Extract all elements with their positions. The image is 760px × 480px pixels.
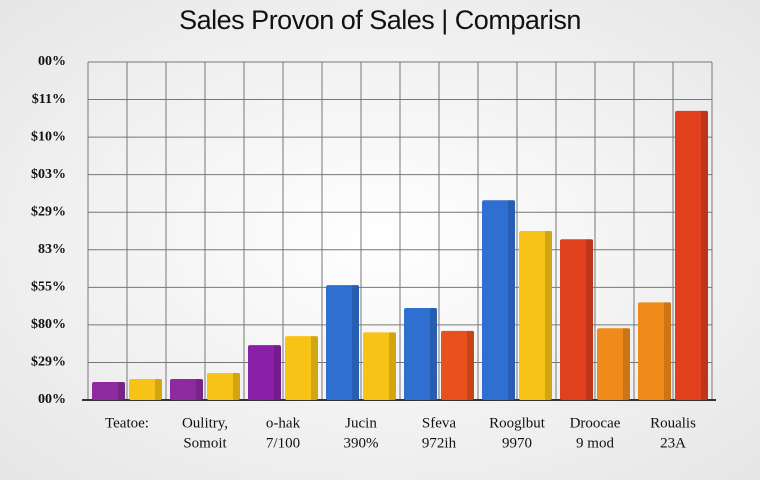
bar [129,378,162,400]
x-tick-sublabel: 972ih [422,435,457,451]
bar-shade [311,336,318,400]
bar-shade [155,378,162,400]
bar-shade [586,239,593,400]
bar-shade [664,302,671,400]
bar-shade [196,378,203,400]
bar-shade [274,345,281,400]
bar-shade [430,307,437,400]
bar [285,336,318,400]
x-tick-label: Rooglbut [489,415,546,431]
y-tick-label: $55% [31,280,66,295]
bar [597,328,630,400]
x-tick-label: Roualis [650,415,696,431]
bar [92,381,125,400]
chart-title: Sales Provon of Sales | Comparisn [179,5,581,35]
x-tick-label: Jucin [345,415,377,431]
bar [207,372,240,400]
bar [441,330,474,400]
bar-shade [118,381,125,400]
y-tick-label: 83% [38,242,66,257]
x-tick-sublabel: 23A [660,435,686,451]
bar-shade [389,332,396,400]
x-tick-sublabel: 9 mod [576,435,614,451]
bar-shade [701,110,708,401]
bar-shade [467,330,474,400]
y-tick-label: $29% [31,355,66,370]
bar-shade [623,328,630,400]
bar [326,285,359,400]
bar-shade [352,285,359,400]
x-tick-label: Sfeva [422,415,456,431]
bar [560,239,593,400]
x-tick-label: o-hak [266,415,301,431]
bar-shade [508,200,515,400]
bar [675,110,708,401]
bar [638,302,671,400]
bar [519,231,552,400]
y-tick-label: $11% [32,92,66,107]
x-tick-sublabel: Somoit [183,435,227,451]
x-tick-sublabel: 9970 [502,435,532,451]
x-tick-label: Oulitry, [182,415,228,431]
bar [482,200,515,400]
bar-shade [545,231,552,400]
bar [248,345,281,400]
y-tick-label: 00% [38,54,66,69]
y-tick-label: 00% [38,392,66,407]
x-tick-label: Teatoe: [105,415,149,431]
y-tick-label: $29% [31,204,66,219]
y-tick-label: $80% [31,317,66,332]
bar [170,378,203,400]
x-tick-sublabel: 7/100 [266,435,300,451]
bar-shade [233,372,240,400]
x-tick-label: Droocae [570,415,621,431]
y-tick-label: $03% [31,167,66,182]
bar [363,332,396,400]
bar [404,307,437,400]
y-tick-label: $10% [31,129,66,144]
x-tick-sublabel: 390% [344,435,379,451]
